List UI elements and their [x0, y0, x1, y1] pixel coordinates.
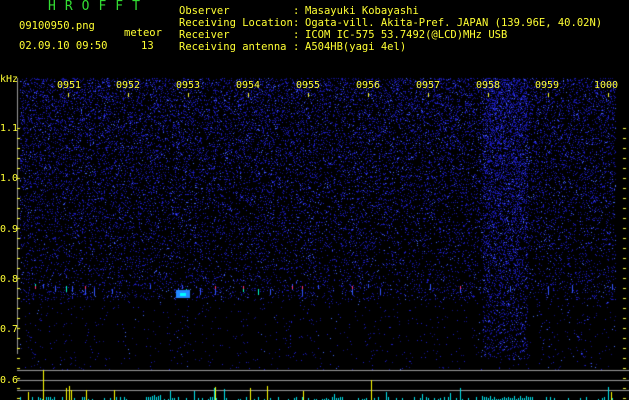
colon: :	[293, 17, 300, 29]
meteor-count: 13	[141, 40, 154, 52]
antenna-value: A504HB(yagi 4el)	[305, 41, 407, 53]
y-tick-label: 0.8	[0, 274, 19, 285]
x-tick-label: 0951	[57, 80, 82, 91]
x-tick-label: 0952	[116, 80, 141, 91]
x-tick-label: 1000	[594, 80, 619, 91]
y-tick-label: 1.1	[0, 123, 19, 134]
location-value: Ogata-vill. Akita-Pref. JAPAN (139.96E, …	[305, 17, 603, 29]
x-tick-label: 0957	[416, 80, 441, 91]
observer-value: Masayuki Kobayashi	[305, 5, 419, 17]
x-tick-label: 0956	[356, 80, 381, 91]
x-tick-label: 0955	[296, 80, 321, 91]
app-title: HROFFT	[48, 0, 149, 14]
y-tick-label: 0.9	[0, 224, 19, 235]
receiver-value: ICOM IC-575 53.7492(@LCD)MHz USB	[305, 29, 508, 41]
x-tick-label: 0958	[476, 80, 501, 91]
colon: :	[293, 41, 300, 53]
colon: :	[293, 5, 300, 17]
colon: :	[293, 29, 300, 41]
x-tick-label: 0954	[236, 80, 261, 91]
location-label: Receiving Location	[179, 17, 293, 29]
antenna-label: Receiving antenna	[179, 41, 287, 53]
file-datetime: 02.09.10 09:50	[19, 40, 108, 52]
y-tick-label: 1.0	[0, 173, 19, 184]
y-tick-label: 0.7	[0, 324, 19, 335]
meteor-label: meteor	[124, 27, 162, 39]
file-name: 09100950.png	[19, 20, 95, 32]
y-axis-unit: kHz	[0, 74, 19, 85]
y-tick-label: 0.6	[0, 375, 19, 386]
x-tick-label: 0959	[535, 80, 560, 91]
x-tick-label: 0953	[176, 80, 201, 91]
receiver-label: Receiver	[179, 29, 230, 41]
observer-label: Observer	[179, 5, 230, 17]
